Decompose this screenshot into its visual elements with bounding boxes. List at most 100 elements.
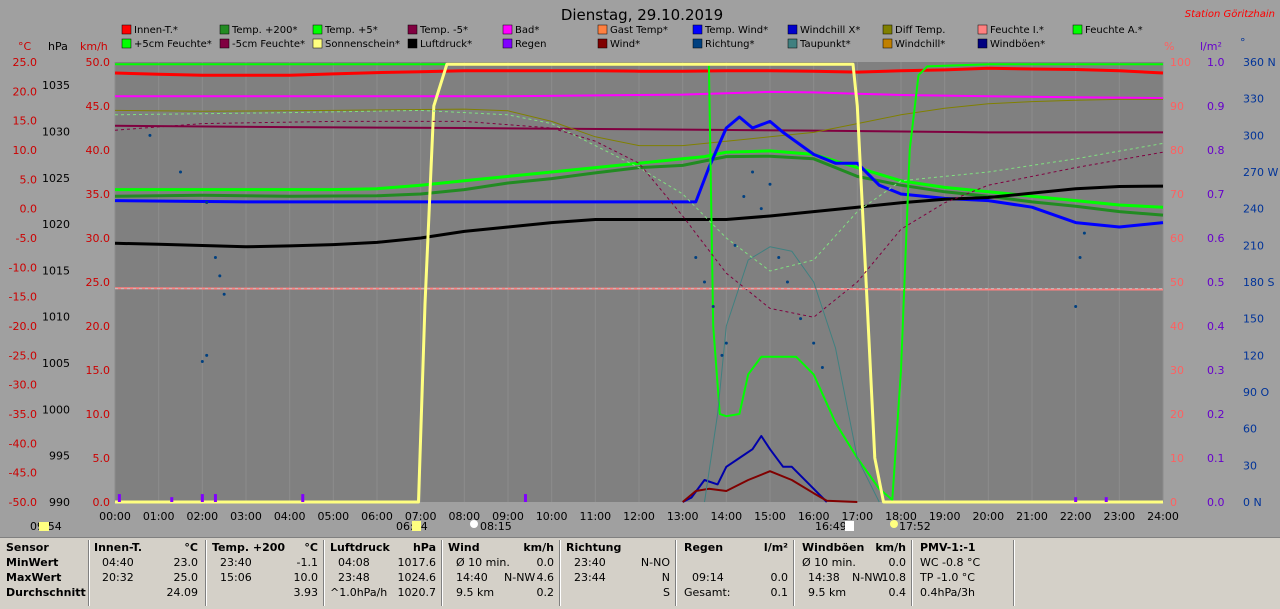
stats-separator xyxy=(793,540,795,606)
y-tick-label-deg: 180 S xyxy=(1243,276,1274,289)
y-tick-label-deg: 150 xyxy=(1243,313,1264,326)
innen-max: 25.0 xyxy=(173,571,199,584)
legend-label: Feuchte I.* xyxy=(990,25,1044,36)
stats-separator xyxy=(323,540,325,606)
pmv-wc: WC -0.8 °C xyxy=(920,556,981,569)
y-tick-label-hpa: 1025 xyxy=(42,172,70,185)
series-line xyxy=(114,66,1164,77)
legend-label: Luftdruck* xyxy=(420,39,472,50)
y-tick-label-kmh: 20.0 xyxy=(86,320,111,333)
direction-dot xyxy=(1078,256,1082,260)
y-tick-label-lm2: 0.3 xyxy=(1207,364,1225,377)
rain-bar xyxy=(117,494,121,502)
legend-swatch xyxy=(407,38,418,49)
direction-dot xyxy=(1082,231,1086,235)
rain-bar xyxy=(170,497,174,502)
wind-avg10: 0.0 xyxy=(536,556,555,569)
series-line xyxy=(114,184,1164,249)
axis-unit-kmh: km/h xyxy=(80,40,108,53)
direction-dot xyxy=(785,280,789,284)
boeen-unit: km/h xyxy=(875,541,906,554)
series-layer xyxy=(114,62,1164,504)
wind-max-dir: N-NW xyxy=(504,571,536,584)
legend-label: Windböen* xyxy=(990,39,1045,50)
direction-dot xyxy=(742,194,746,198)
legend-swatch xyxy=(882,38,893,49)
series-line xyxy=(114,120,1164,318)
luft-name: Luftdruck xyxy=(330,541,390,554)
series-line xyxy=(682,470,858,503)
legend-label: Windchill X* xyxy=(800,25,860,36)
y-tick-label-lm2: 0.6 xyxy=(1207,232,1225,245)
luft-unit: hPa xyxy=(412,541,436,554)
y-tick-label-lm2: 1.0 xyxy=(1207,56,1225,69)
y-tick-label-lm2: 0.2 xyxy=(1207,408,1225,421)
sunset-time: 16:49 xyxy=(815,520,847,533)
legend-label: Windchill* xyxy=(895,39,945,50)
legend-swatch xyxy=(219,38,230,49)
weather-chart: 00:00 01:00 02:00 03:00 04:00 05:00 06:00 07:00… xyxy=(8,6,1279,533)
richtung-r2: N xyxy=(661,571,670,584)
stats-pmv: PMV-1:-1 WC -0.8 °C TP -1.0 °C 0.4hPa/3h xyxy=(920,540,1010,608)
y-tick-label-pct: 90 xyxy=(1170,100,1184,113)
wind-unit: km/h xyxy=(523,541,554,554)
sunset-icon xyxy=(845,521,854,531)
direction-dot xyxy=(733,243,737,247)
direction-dot xyxy=(751,170,755,174)
regen-unit: l/m² xyxy=(763,541,788,554)
x-tick-label: 01:00 xyxy=(143,510,175,523)
legend-label: Gast Temp* xyxy=(610,25,668,36)
row-label-min: MinWert xyxy=(6,556,59,569)
stats-panel: Sensor MinWert MaxWert Durchschnitt Inne… xyxy=(0,537,1280,609)
x-tick-label: 13:00 xyxy=(667,510,699,523)
stats-richtung: Richtung 23:40 N-NO 23:44 N S xyxy=(566,540,672,608)
legend-label: Sonnenschein* xyxy=(325,39,400,50)
luft-min-time: 04:08 xyxy=(338,556,370,569)
y-tick-label-pct: 70 xyxy=(1170,188,1184,201)
y-tick-label-temp: -30.0 xyxy=(9,379,37,392)
y-tick-label-temp: -10.0 xyxy=(9,261,37,274)
legend-label: Innen-T.* xyxy=(134,25,178,36)
x-tick-label: 19:00 xyxy=(929,510,961,523)
rain-bar xyxy=(301,494,305,502)
y-tick-label-kmh: 10.0 xyxy=(86,408,111,421)
x-tick-label: 00:00 xyxy=(99,510,131,523)
direction-dot xyxy=(200,359,204,363)
y-tick-label-hpa: 1020 xyxy=(42,218,70,231)
y-tick-label-pct: 0 xyxy=(1170,496,1177,509)
y-tick-label-temp: -20.0 xyxy=(9,320,37,333)
pmv-name: PMV-1:-1 xyxy=(920,541,976,554)
direction-dot xyxy=(777,256,781,260)
y-tick-label-deg: 0 N xyxy=(1243,496,1262,509)
legend-label: Feuchte A.* xyxy=(1085,25,1143,36)
y-tick-label-deg: 360 N xyxy=(1243,56,1276,69)
y-tick-label-lm2: 0.1 xyxy=(1207,452,1225,465)
direction-dot xyxy=(820,366,824,370)
row-label-max: MaxWert xyxy=(6,571,62,584)
x-tick-label: 22:00 xyxy=(1060,510,1092,523)
y-tick-label-temp: 5.0 xyxy=(20,173,38,186)
chart-title: Dienstag, 29.10.2019 xyxy=(561,6,723,24)
direction-dot xyxy=(724,341,728,345)
stats-luftdruck: Luftdruck hPa 04:08 1017.6 23:48 1024.6 ^1.… xyxy=(330,540,438,608)
legend-swatch xyxy=(977,24,988,35)
y-tick-label-kmh: 45.0 xyxy=(86,100,111,113)
luft-min: 1017.6 xyxy=(397,556,437,569)
x-tick-label: 02:00 xyxy=(186,510,218,523)
direction-dots-layer xyxy=(148,133,1086,370)
stats-temp: Temp. +200 °C 23:40 -1.1 15:06 10.0 3.93 xyxy=(212,540,320,608)
y-tick-label-deg: 60 xyxy=(1243,423,1257,436)
x-tick-label: 15:00 xyxy=(754,510,786,523)
y-tick-label-temp: -15.0 xyxy=(9,291,37,304)
x-tick-label: 17:00 xyxy=(841,510,873,523)
y-tick-label-deg: 330 xyxy=(1243,93,1264,106)
sun-events: 09:54 06:54 08:15 16:49 17:52 xyxy=(30,520,931,533)
y-tick-label-temp: -25.0 xyxy=(9,349,37,362)
sunrise-icon xyxy=(412,521,421,531)
luft-trend: ^1.0hPa/h xyxy=(330,586,388,599)
legend-swatch xyxy=(597,38,608,49)
y-tick-label-kmh: 0.0 xyxy=(93,496,111,509)
series-line xyxy=(114,109,1164,272)
y-tick-label-pct: 60 xyxy=(1170,232,1184,245)
series-line xyxy=(114,124,1163,134)
